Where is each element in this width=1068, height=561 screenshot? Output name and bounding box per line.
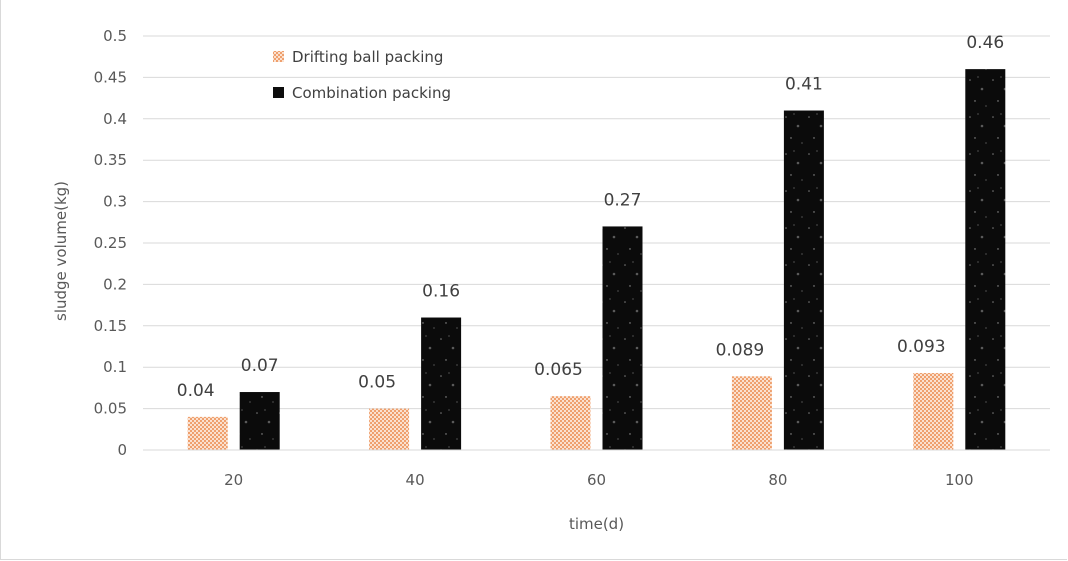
data-label: 0.16 [422, 282, 460, 302]
y-tick-label: 0.5 [103, 27, 127, 45]
legend-label-combination: Combination packing [292, 84, 451, 102]
bar-drifting-ball-60 [550, 396, 591, 450]
y-tick-label: 0.2 [103, 275, 127, 293]
data-label: 0.093 [897, 337, 946, 357]
bar-combination-80 [783, 110, 824, 451]
data-label: 0.065 [534, 360, 583, 380]
y-tick-label: 0.15 [94, 317, 127, 335]
data-label: 0.46 [966, 33, 1004, 53]
data-label: 0.089 [716, 340, 765, 360]
data-label: 0.05 [358, 373, 396, 393]
legend: Drifting ball packing Combination packin… [273, 48, 451, 102]
bar-drifting-ball-80 [731, 376, 772, 450]
data-label: 0.41 [785, 75, 823, 95]
y-tick-label: 0.35 [94, 151, 127, 169]
legend-swatch-combination [273, 87, 284, 98]
y-tick-label: 0.4 [103, 110, 127, 128]
y-tick-label: 0.45 [94, 68, 127, 86]
bar-combination-100 [965, 69, 1006, 451]
bar-combination-60 [602, 226, 643, 450]
x-tick-label: 60 [587, 471, 606, 489]
bar-drifting-ball-20 [187, 416, 228, 450]
x-tick-label: 100 [945, 471, 974, 489]
x-axis-title: time(d) [569, 515, 624, 533]
bar-combination-20 [239, 392, 280, 450]
bar-drifting-ball-40 [369, 408, 410, 450]
y-tick-label: 0 [117, 441, 127, 459]
x-tick-label: 80 [768, 471, 787, 489]
y-tick-label: 0.1 [103, 358, 127, 376]
bar-drifting-ball-100 [913, 372, 954, 450]
data-label: 0.04 [177, 381, 215, 401]
legend-label-drifting-ball: Drifting ball packing [292, 48, 443, 66]
bar-combination-40 [421, 317, 462, 450]
data-label: 0.07 [241, 356, 279, 376]
data-label: 0.27 [604, 190, 642, 210]
y-tick-label: 0.25 [94, 234, 127, 252]
y-tick-label: 0.3 [103, 193, 127, 211]
x-tick-label: 40 [406, 471, 425, 489]
x-tick-label: 20 [224, 471, 243, 489]
legend-swatch-drifting-ball [273, 51, 284, 62]
y-axis-title: sludge volume(kg) [52, 181, 70, 321]
y-tick-label: 0.05 [94, 400, 127, 418]
